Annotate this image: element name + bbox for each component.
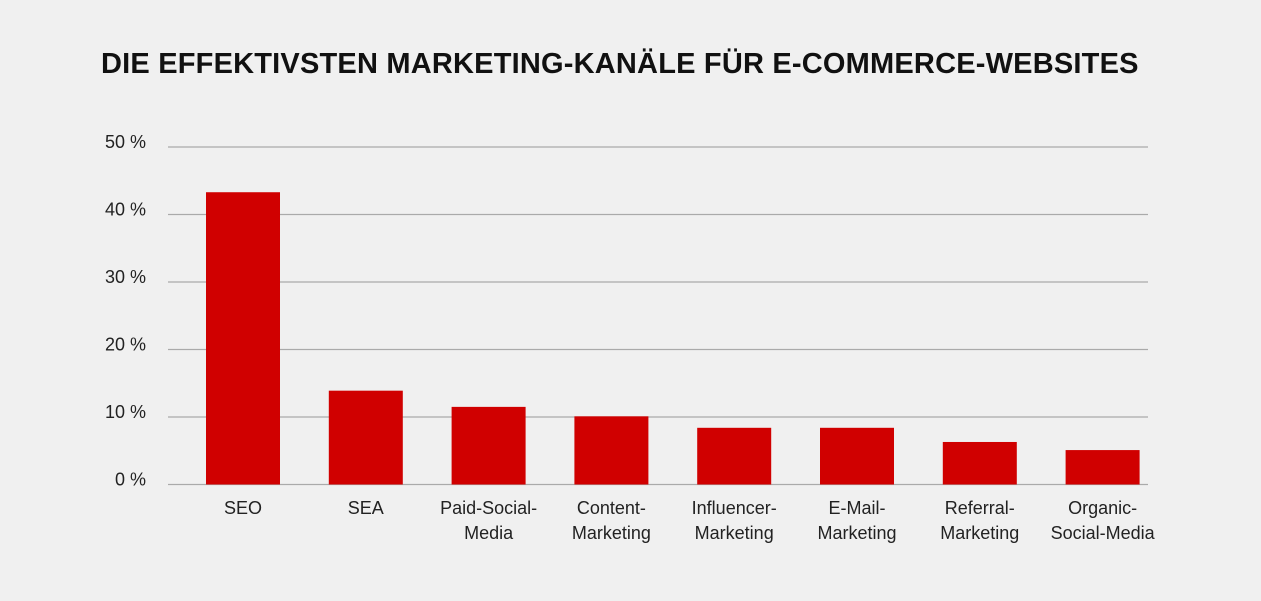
bar [697,427,772,485]
x-tick-label: Referral- [945,498,1015,518]
x-tick-label: E-Mail- [829,498,886,518]
bar [820,427,894,485]
x-tick-label: Organic- [1068,498,1137,518]
x-tick-label: Content- [577,498,646,518]
x-tick-label: SEA [348,498,384,518]
y-tick-label: 20 % [105,335,146,355]
y-tick-label: 10 % [105,402,146,422]
x-tick-label: Marketing [695,523,774,543]
bar [574,416,649,485]
bar [451,406,526,485]
x-tick-label: Media [464,523,514,543]
chart-title: DIE EFFEKTIVSTEN MARKETING-KANÄLE FÜR E-… [101,48,1139,80]
y-tick-label: 30 % [105,267,146,287]
bar [328,390,403,485]
x-tick-label: SEO [224,498,262,518]
bar [942,441,1017,485]
bar [206,192,280,485]
bar [1065,450,1140,485]
y-tick-label: 0 % [115,470,146,490]
x-tick-label: Marketing [572,523,651,543]
y-tick-label: 40 % [105,200,146,220]
y-tick-label: 50 % [105,132,146,152]
x-tick-label: Paid-Social- [440,498,537,518]
x-tick-label: Marketing [817,523,896,543]
x-tick-label: Social-Media [1051,523,1156,543]
x-tick-label: Marketing [940,523,1019,543]
x-tick-label: Influencer- [692,498,777,518]
